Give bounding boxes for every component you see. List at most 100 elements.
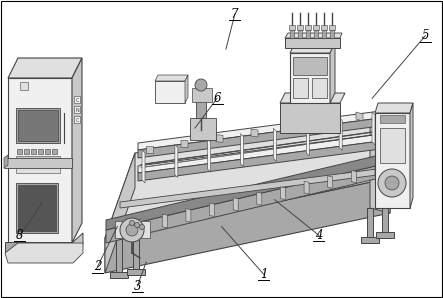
- Polygon shape: [18, 185, 56, 231]
- Polygon shape: [375, 103, 413, 113]
- Bar: [31, 149, 36, 154]
- Polygon shape: [251, 129, 258, 137]
- Bar: [314, 30, 318, 38]
- Polygon shape: [120, 168, 385, 208]
- Bar: [17, 149, 22, 154]
- Bar: [297, 25, 303, 30]
- Polygon shape: [72, 58, 82, 243]
- Polygon shape: [5, 242, 73, 253]
- Bar: [293, 57, 327, 75]
- Polygon shape: [196, 90, 206, 118]
- Polygon shape: [146, 146, 153, 153]
- Bar: [380, 115, 405, 123]
- Circle shape: [140, 224, 144, 229]
- Polygon shape: [410, 103, 413, 208]
- Bar: [298, 30, 302, 38]
- Circle shape: [135, 223, 140, 227]
- Bar: [290, 30, 294, 38]
- Circle shape: [120, 218, 144, 242]
- Polygon shape: [5, 243, 83, 263]
- Polygon shape: [210, 203, 214, 216]
- Circle shape: [195, 79, 207, 91]
- Bar: [321, 25, 327, 30]
- Polygon shape: [8, 58, 82, 78]
- Polygon shape: [290, 43, 335, 53]
- Polygon shape: [127, 269, 145, 275]
- Polygon shape: [115, 221, 150, 238]
- Polygon shape: [185, 75, 188, 103]
- Polygon shape: [339, 117, 342, 150]
- Polygon shape: [321, 118, 328, 126]
- Bar: [74, 116, 80, 123]
- Polygon shape: [233, 198, 238, 211]
- Polygon shape: [208, 139, 211, 172]
- Polygon shape: [257, 192, 262, 205]
- Bar: [305, 25, 311, 30]
- Polygon shape: [351, 170, 356, 183]
- Polygon shape: [306, 123, 309, 156]
- Polygon shape: [142, 150, 145, 183]
- Polygon shape: [382, 203, 388, 233]
- Polygon shape: [190, 118, 216, 140]
- Polygon shape: [8, 78, 72, 243]
- Text: 1: 1: [260, 268, 267, 281]
- Polygon shape: [138, 117, 388, 158]
- Circle shape: [126, 224, 138, 236]
- Polygon shape: [186, 209, 191, 222]
- Polygon shape: [361, 237, 379, 243]
- Polygon shape: [290, 53, 330, 103]
- Polygon shape: [328, 176, 333, 188]
- Polygon shape: [138, 110, 388, 150]
- Polygon shape: [280, 187, 285, 200]
- Polygon shape: [280, 103, 340, 133]
- Polygon shape: [304, 181, 309, 194]
- Polygon shape: [370, 113, 390, 213]
- Polygon shape: [273, 128, 276, 161]
- Polygon shape: [18, 110, 58, 141]
- Bar: [306, 30, 310, 38]
- Polygon shape: [138, 140, 388, 181]
- Circle shape: [378, 169, 406, 197]
- Bar: [52, 149, 57, 154]
- Polygon shape: [155, 75, 188, 81]
- Polygon shape: [4, 155, 8, 168]
- Polygon shape: [241, 134, 244, 167]
- Text: 8: 8: [16, 229, 23, 242]
- Polygon shape: [105, 153, 135, 273]
- Bar: [16, 156, 60, 161]
- Text: C: C: [75, 97, 79, 103]
- Polygon shape: [73, 233, 83, 253]
- Bar: [289, 25, 295, 30]
- Polygon shape: [280, 93, 345, 103]
- Polygon shape: [105, 113, 390, 238]
- Polygon shape: [285, 38, 340, 48]
- Polygon shape: [285, 33, 342, 38]
- Polygon shape: [155, 81, 185, 103]
- Text: 7: 7: [231, 8, 238, 21]
- Bar: [312, 78, 327, 98]
- Polygon shape: [4, 158, 72, 168]
- Polygon shape: [106, 153, 388, 230]
- Polygon shape: [367, 208, 373, 238]
- Polygon shape: [16, 108, 60, 143]
- Polygon shape: [372, 112, 375, 145]
- Polygon shape: [139, 220, 144, 233]
- Circle shape: [129, 221, 135, 226]
- Bar: [24, 149, 29, 154]
- Polygon shape: [110, 272, 128, 278]
- Polygon shape: [216, 135, 223, 142]
- Text: 2: 2: [94, 260, 101, 273]
- Text: N: N: [75, 108, 79, 113]
- Bar: [74, 96, 80, 103]
- Bar: [330, 30, 334, 38]
- Text: 3: 3: [134, 280, 141, 293]
- Text: C: C: [75, 117, 79, 122]
- Polygon shape: [133, 236, 139, 270]
- Bar: [293, 78, 308, 98]
- Polygon shape: [376, 232, 394, 238]
- Polygon shape: [375, 113, 410, 208]
- Bar: [380, 128, 405, 163]
- Polygon shape: [356, 112, 363, 121]
- Bar: [16, 163, 60, 173]
- Polygon shape: [115, 225, 120, 239]
